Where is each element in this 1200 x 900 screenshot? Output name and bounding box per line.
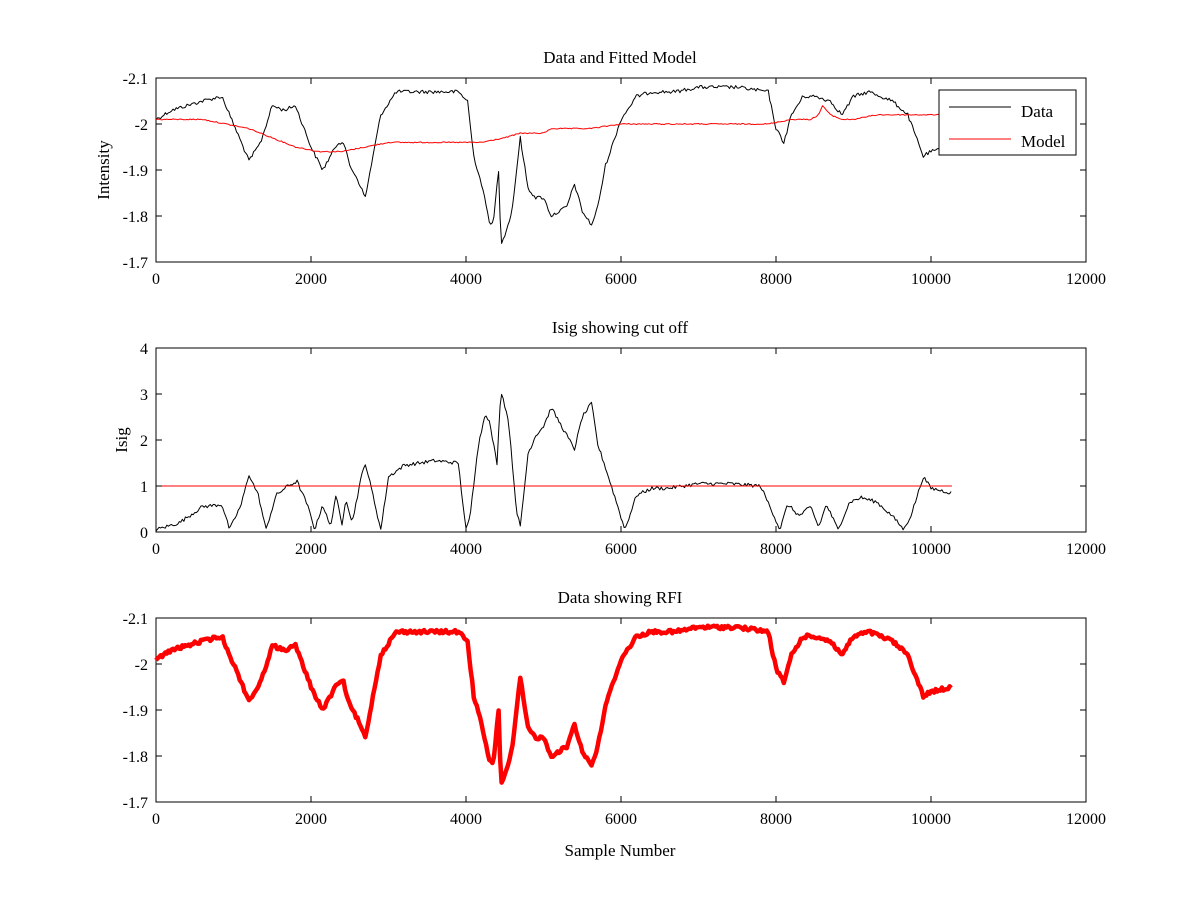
panel-1-title: Data and Fitted Model [543,48,697,67]
x-tick-label: 2000 [295,271,327,288]
panel-data-and-fitted-model: Data and Fitted Model Intensity 0 2000 400… [94,48,1106,288]
series-isig [155,393,952,532]
panel-data-showing-rfi: Data showing RFI Sample Number 0 2000 4000… [123,588,1106,860]
legend-data-label: Data [1021,102,1054,121]
x-tick-label: 2000 [295,811,327,828]
x-tick-label: 12000 [1066,271,1106,288]
panel-1-ylabel: Intensity [94,140,113,200]
y-tick-label: 4 [140,341,148,358]
x-tick-label: 4000 [450,271,482,288]
x-tick-label: 0 [152,271,160,288]
x-tick-label: 10000 [911,271,951,288]
y-tick-label: 1 [140,479,148,496]
y-tick-label: -1.9 [123,163,148,180]
y-tick-label: 3 [140,387,148,404]
x-tick-label: 8000 [760,811,792,828]
legend-box [938,89,1077,156]
y-tick-label: -1.7 [123,795,148,812]
x-tick-label: 12000 [1066,541,1106,558]
x-tick-label: 10000 [911,541,951,558]
y-tick-label: -1.7 [123,255,148,272]
x-tick-label: 0 [152,811,160,828]
x-tick-label: 4000 [450,541,482,558]
y-tick-label: -2.1 [123,611,148,628]
x-tick-label: 10000 [911,811,951,828]
series-data [155,85,952,244]
y-tick-label: -1.9 [123,703,148,720]
panel-2-title: Isig showing cut off [552,318,688,337]
legend-model-label: Model [1021,132,1066,151]
x-tick-label: 6000 [605,811,637,828]
x-tick-label: 0 [152,541,160,558]
x-tick-label: 6000 [605,271,637,288]
panel-1-legend: Data Model [938,89,1077,156]
x-tick-label: 4000 [450,811,482,828]
panel-3-xlabel: Sample Number [565,841,676,860]
series-model [156,105,952,153]
x-tick-label: 2000 [295,541,327,558]
x-tick-label: 8000 [760,271,792,288]
y-tick-label: -1.8 [123,749,148,766]
y-tick-label: 0 [140,525,148,542]
x-tick-label: 12000 [1066,811,1106,828]
x-tick-label: 6000 [605,541,637,558]
series-rfi-data [154,623,953,785]
y-tick-label: -2 [135,657,148,674]
y-tick-label: -2.1 [123,71,148,88]
y-tick-label: 2 [140,433,148,450]
x-tick-label: 8000 [760,541,792,558]
panel-isig-showing-cut-off: Isig showing cut off Isig 0 2000 4000 6000 8… [112,318,1106,558]
panel-2-ylabel: Isig [112,427,131,453]
panel-3-title: Data showing RFI [558,588,683,607]
y-tick-label: -1.8 [123,209,148,226]
y-tick-label: -2 [135,117,148,134]
